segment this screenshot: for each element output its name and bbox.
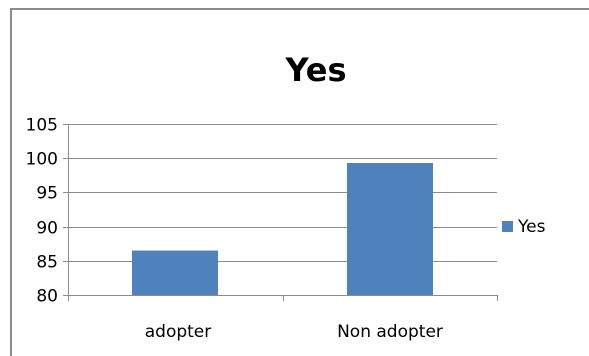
y-axis-tick-labels: 105 100 95 90 85 80: [26, 116, 58, 307]
legend-label: Yes: [517, 217, 546, 237]
category-label-adopter: adopter: [145, 322, 212, 342]
bar-adopter: [132, 250, 218, 295]
y-tick-label-85: 85: [36, 253, 58, 273]
legend: Yes: [502, 217, 546, 237]
bar-non-adopter: [347, 162, 433, 295]
frame-top-border: [10, 8, 589, 10]
bars: [132, 162, 433, 295]
y-tick-label-80: 80: [36, 287, 58, 307]
y-tick-label-95: 95: [36, 184, 58, 204]
legend-swatch: [502, 221, 513, 232]
axes: [63, 124, 498, 301]
y-tick-label-100: 100: [26, 150, 58, 170]
y-tick-label-105: 105: [26, 116, 58, 136]
category-label-non-adopter: Non adopter: [337, 322, 443, 342]
chart-title: Yes: [285, 51, 347, 89]
frame-left-border: [10, 8, 12, 356]
y-tick-label-90: 90: [36, 219, 58, 239]
